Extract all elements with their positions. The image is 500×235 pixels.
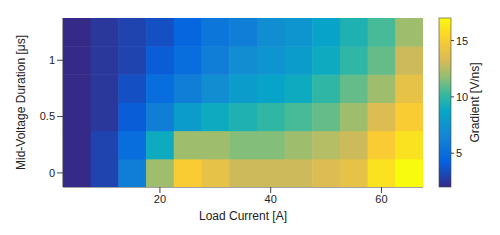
svg-text:60: 60	[375, 193, 387, 205]
svg-text:15: 15	[456, 35, 468, 47]
svg-text:5: 5	[456, 147, 462, 159]
svg-text:10: 10	[456, 91, 468, 103]
svg-text:Gradient [V/ns]: Gradient [V/ns]	[468, 62, 482, 142]
svg-text:0.5: 0.5	[40, 110, 55, 122]
svg-text:Load Current [A]: Load Current [A]	[199, 209, 287, 223]
svg-text:1: 1	[49, 54, 55, 66]
svg-text:40: 40	[265, 193, 277, 205]
svg-text:0: 0	[49, 167, 55, 179]
svg-text:20: 20	[154, 193, 166, 205]
svg-text:Mid-Voltage Duration [μs]: Mid-Voltage Duration [μs]	[14, 35, 28, 170]
